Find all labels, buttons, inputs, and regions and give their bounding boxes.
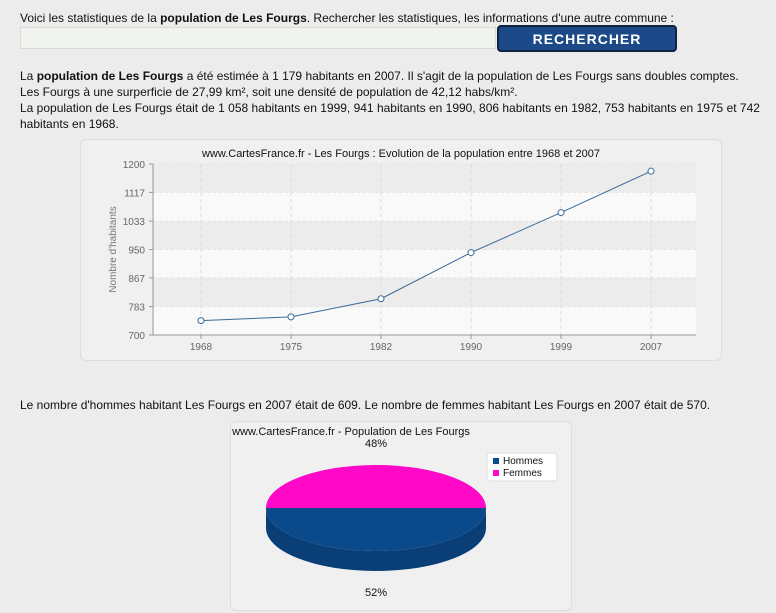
x-tick-label: 1968 xyxy=(190,342,213,353)
line1-prefix: La xyxy=(20,69,37,83)
population-paragraph: La population de Les Fourgs a été estimé… xyxy=(20,68,765,132)
search-input[interactable] xyxy=(20,27,496,49)
data-point xyxy=(467,249,475,257)
y-tick-label: 1200 xyxy=(123,160,146,171)
x-tick-label: 2007 xyxy=(640,342,663,353)
population-line-3: La population de Les Fourgs était de 1 0… xyxy=(20,101,760,131)
pie-chart-svg: www.CartesFrance.fr - Population de Les … xyxy=(231,426,558,599)
grid-band xyxy=(153,221,696,250)
data-point xyxy=(377,295,385,303)
pie-label-hommes: 52% xyxy=(365,587,387,599)
y-tick-label: 1033 xyxy=(123,217,146,228)
search-button[interactable]: RECHERCHER xyxy=(497,25,677,52)
x-tick-label: 1982 xyxy=(370,342,393,353)
intro-bold: population de Les Fourgs xyxy=(160,11,307,25)
grid-band xyxy=(153,192,696,222)
y-tick-label: 700 xyxy=(128,331,145,342)
legend-swatch-hommes xyxy=(493,458,499,464)
data-point xyxy=(197,317,205,325)
pie-side-wall xyxy=(266,508,486,571)
series-line xyxy=(200,170,652,322)
y-tick-label: 783 xyxy=(128,303,145,314)
data-point xyxy=(647,167,655,175)
legend-label-femmes: Femmes xyxy=(503,468,542,479)
pie-chart-title: www.CartesFrance.fr - Population de Les … xyxy=(231,426,470,438)
grid-band xyxy=(153,249,696,278)
line1-bold: population de Les Fourgs xyxy=(36,69,184,83)
data-point xyxy=(287,313,295,321)
pie-label-femmes: 48% xyxy=(365,438,387,450)
line1-suffix: a été estimée à 1 179 habitants en 2007.… xyxy=(183,69,739,83)
x-tick-label: 1975 xyxy=(280,342,303,353)
intro-text: Voici les statistiques de la population … xyxy=(20,11,674,25)
line-chart-svg: www.CartesFrance.fr - Les Fourgs : Evolu… xyxy=(108,148,696,353)
intro-prefix: Voici les statistiques de la xyxy=(20,11,161,25)
x-tick-label: 1990 xyxy=(460,342,483,353)
grid-band xyxy=(153,306,696,335)
population-line-1: La population de Les Fourgs a été estimé… xyxy=(20,68,765,84)
y-axis-label: Nombre d'habitants xyxy=(108,206,119,292)
population-line-chart: www.CartesFrance.fr - Les Fourgs : Evolu… xyxy=(80,139,722,361)
pie-legend-box xyxy=(486,452,558,482)
y-tick-label: 1117 xyxy=(124,188,145,199)
intro-suffix: . Rechercher les statistiques, les infor… xyxy=(306,11,674,25)
data-point xyxy=(557,209,565,217)
legend-label-hommes: Hommes xyxy=(503,456,543,467)
x-tick-label: 1999 xyxy=(550,342,573,353)
gender-pie-chart: www.CartesFrance.fr - Population de Les … xyxy=(230,421,572,611)
population-line-2: Les Fourgs à une surperficie de 27,99 km… xyxy=(20,85,518,99)
grid-band xyxy=(153,164,696,193)
gender-text: Le nombre d'hommes habitant Les Fourgs e… xyxy=(20,398,711,412)
y-tick-label: 950 xyxy=(128,246,145,257)
line-chart-title: www.CartesFrance.fr - Les Fourgs : Evolu… xyxy=(201,148,600,160)
grid-band xyxy=(153,277,696,307)
legend-swatch-femmes xyxy=(493,470,499,476)
search-bar: RECHERCHER xyxy=(20,25,680,53)
pie-slice-hommes xyxy=(266,508,486,551)
pie-slice-femmes xyxy=(266,465,486,508)
y-tick-label: 867 xyxy=(128,274,145,285)
